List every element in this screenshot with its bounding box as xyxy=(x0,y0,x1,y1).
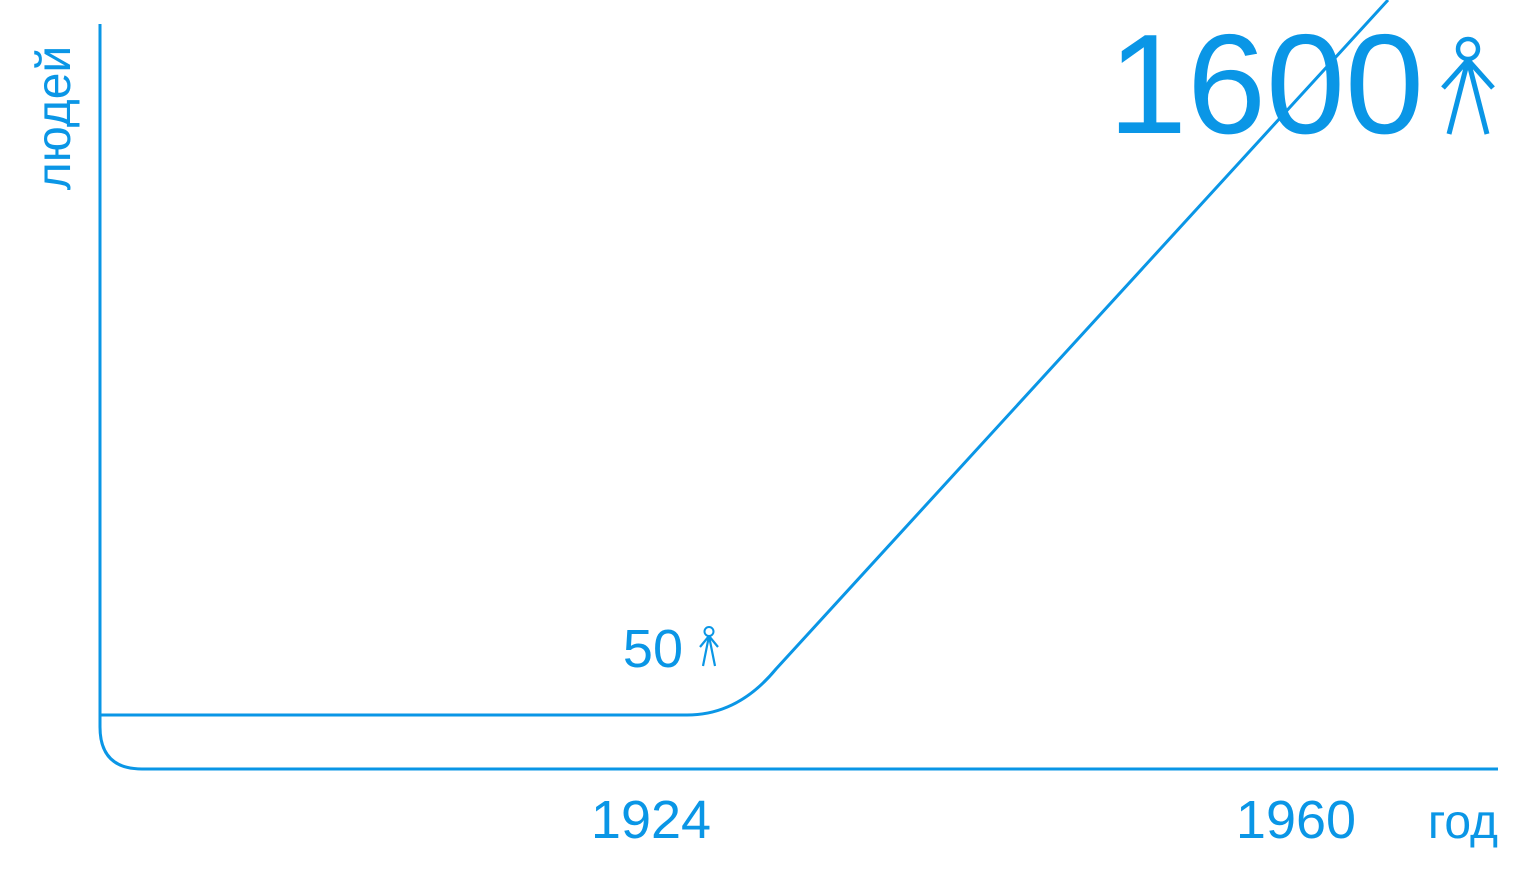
data-label-50: 50 xyxy=(623,619,683,679)
y-axis xyxy=(98,24,143,771)
series-line xyxy=(100,0,1390,717)
person-icon xyxy=(699,626,719,667)
person-icon xyxy=(1441,36,1495,135)
x-tick-label-1960: 1960 xyxy=(1236,790,1356,850)
x-axis-label: год xyxy=(1428,796,1498,849)
data-label-1600: 1600 xyxy=(1108,5,1424,164)
y-axis-label: людей xyxy=(28,46,81,190)
x-tick-label-1924: 1924 xyxy=(591,790,711,850)
